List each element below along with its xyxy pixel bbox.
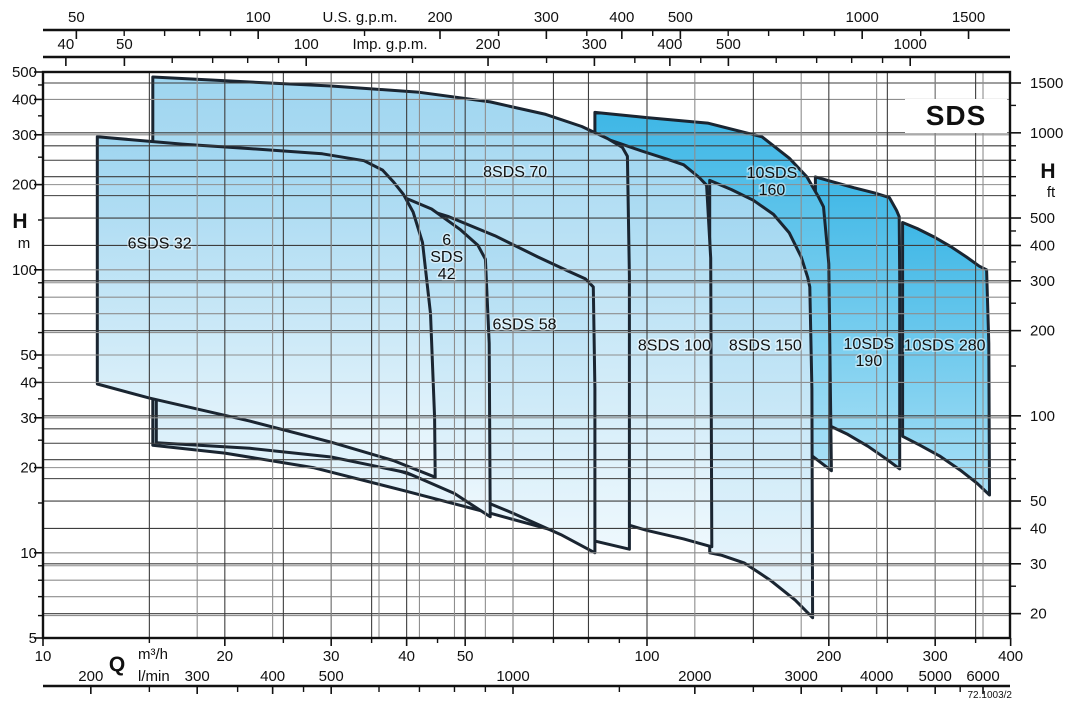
axis-h-m-tick-label: 100 [12,262,37,279]
axis-title-us-gpm: U.S. g.p.m. [322,9,397,26]
axis-imp-gpm: 40 50 100 200 300 400 500 1000 Imp. g.p.m. [43,36,1010,66]
axis-q-lmin-tick-label: 3000 [784,668,817,685]
axis-q-m3h-tick-label: 30 [323,648,340,665]
axis-h-m-tick-label: 50 [20,347,37,364]
chart-series-label-6sds-42: 6 [442,232,451,249]
axis-q-lmin-tick-label: 500 [319,668,344,685]
axis-h-ft-tick-label: 200 [1030,323,1055,340]
axis-q-lmin-tick-label: 4000 [860,668,893,685]
axis-unit-lmin: l/min [138,668,170,685]
axis-q-lmin-tick-label: 6000 [966,668,999,685]
axis-us-gpm-tick-label: 50 [68,9,85,26]
axis-title-h-left: H [12,210,27,233]
axis-q-lmin-tick-label: 1000 [496,668,529,685]
chart-series-label-8sds-70: 8SDS 70 [483,164,547,181]
chart-series-label-6sds-42: SDS [430,249,463,266]
axis-imp-gpm-tick-label: 200 [476,36,501,53]
axis-us-gpm-tick-label: 100 [246,9,271,26]
axis-q-lmin-tick-label: 400 [260,668,285,685]
chart-series-label-10sds-190: 10SDS [844,336,895,353]
axis-q-m3h: 10 20 30 40 50 100 200 300 400 Q m³/h [35,638,1023,676]
axis-title-q: Q [109,653,125,676]
axis-h-m-tick-label: 200 [12,177,37,194]
axis-h-m: 500 400 300 200 100 50 40 30 20 10 5 Hm [12,64,43,647]
axis-h-ft-tick-label: 1000 [1030,125,1063,142]
axis-h-ft-tick-label: 20 [1030,606,1047,623]
axis-q-m3h-tick-label: 400 [998,648,1023,665]
axis-h-ft-tick-label: 100 [1030,408,1055,425]
drawing-number: 72.1003/2 [967,690,1013,701]
axis-us-gpm-tick-label: 500 [668,9,693,26]
axis-h-m-tick-label: 10 [20,545,37,562]
chart-series-label-8sds-150: 8SDS 150 [729,338,802,355]
axis-imp-gpm-tick-label: 50 [116,36,133,53]
axis-unit-m: m [18,235,31,252]
axis-h-m-tick-label: 20 [20,460,37,477]
axis-h-ft-tick-label: 50 [1030,493,1047,510]
axis-us-gpm-tick-label: 1500 [952,9,985,26]
axis-imp-gpm-tick-label: 300 [582,36,607,53]
axis-imp-gpm-tick-label: 40 [58,36,75,53]
axis-q-lmin-tick-label: 300 [185,668,210,685]
axis-h-m-tick-label: 300 [12,127,37,144]
chart-series-label-10sds-160: 10SDS [747,165,798,182]
axis-h-ft-tick-label: 1500 [1030,75,1063,92]
chart-series-label-6sds-58: 6SDS 58 [493,317,557,334]
axis-q-m3h-tick-label: 50 [457,648,474,665]
axis-q-lmin-tick-label: 5000 [918,668,951,685]
axis-q-m3h-tick-label: 10 [35,648,52,665]
axis-q-m3h-tick-label: 40 [398,648,415,665]
axis-title-h-right: H [1040,160,1055,183]
chart-series-label-6sds-42: 42 [438,266,456,283]
axis-h-m-tick-label: 40 [20,374,37,391]
axis-h-m-tick-label: 400 [12,91,37,108]
chart-series-label-10sds-280: 10SDS 280 [904,338,986,355]
axis-imp-gpm-tick-label: 1000 [894,36,927,53]
chart-title: SDS [905,99,1007,133]
axis-unit-ft: ft [1047,184,1056,201]
axis-h-m-tick-label: 500 [12,64,37,81]
axis-us-gpm-tick-label: 1000 [845,9,878,26]
axis-imp-gpm-tick-label: 100 [294,36,319,53]
axis-q-lmin-tick-label: 2000 [678,668,711,685]
axis-us-gpm-tick-label: 400 [609,9,634,26]
region-8sds-150 [708,178,815,620]
chart-series-label-6sds-32: 6SDS 32 [128,235,192,252]
axis-h-ft-tick-label: 300 [1030,273,1055,290]
axis-imp-gpm-tick-label: 400 [657,36,682,53]
axis-h-m-tick-label: 30 [20,410,37,427]
axis-h-ft-tick-label: 500 [1030,210,1055,227]
axis-q-lmin: 200 300 400 500 1000 2000 3000 4000 5000 6000 l/mi… [43,668,1010,694]
axis-h-ft-tick-label: 40 [1030,520,1047,537]
axis-q-m3h-tick-label: 20 [216,648,233,665]
axis-unit-m3h: m³/h [138,646,168,663]
axis-us-gpm-tick-label: 300 [534,9,559,26]
axis-us-gpm: 50 100 200 300 400 500 1000 1500 U.S. g.p.m. [43,9,1010,39]
axis-us-gpm-tick-label: 200 [427,9,452,26]
axis-q-m3h-tick-label: 100 [634,648,659,665]
axis-h-m-tick-label: 5 [29,630,37,647]
chart-series-label-10sds-160: 160 [759,182,786,199]
region-6sds-32 [95,135,437,479]
chart-series-label-10sds-190: 190 [856,353,883,370]
axis-h-ft-tick-label: 400 [1030,237,1055,254]
region-10sds-280 [901,221,991,497]
axis-q-m3h-tick-label: 200 [816,648,841,665]
grid-layer [43,72,1010,638]
axis-h-ft-tick-label: 30 [1030,556,1047,573]
axis-h-ft: 1500 1000 500 400 300 200 100 50 40 30 20 Hft [1010,75,1063,623]
axis-q-lmin-tick-label: 200 [78,668,103,685]
axis-imp-gpm-tick-label: 500 [716,36,741,53]
chart-series-label-8sds-100: 8SDS 100 [638,338,711,355]
axis-q-m3h-tick-label: 300 [923,648,948,665]
axis-title-imp-gpm: Imp. g.p.m. [352,36,427,53]
